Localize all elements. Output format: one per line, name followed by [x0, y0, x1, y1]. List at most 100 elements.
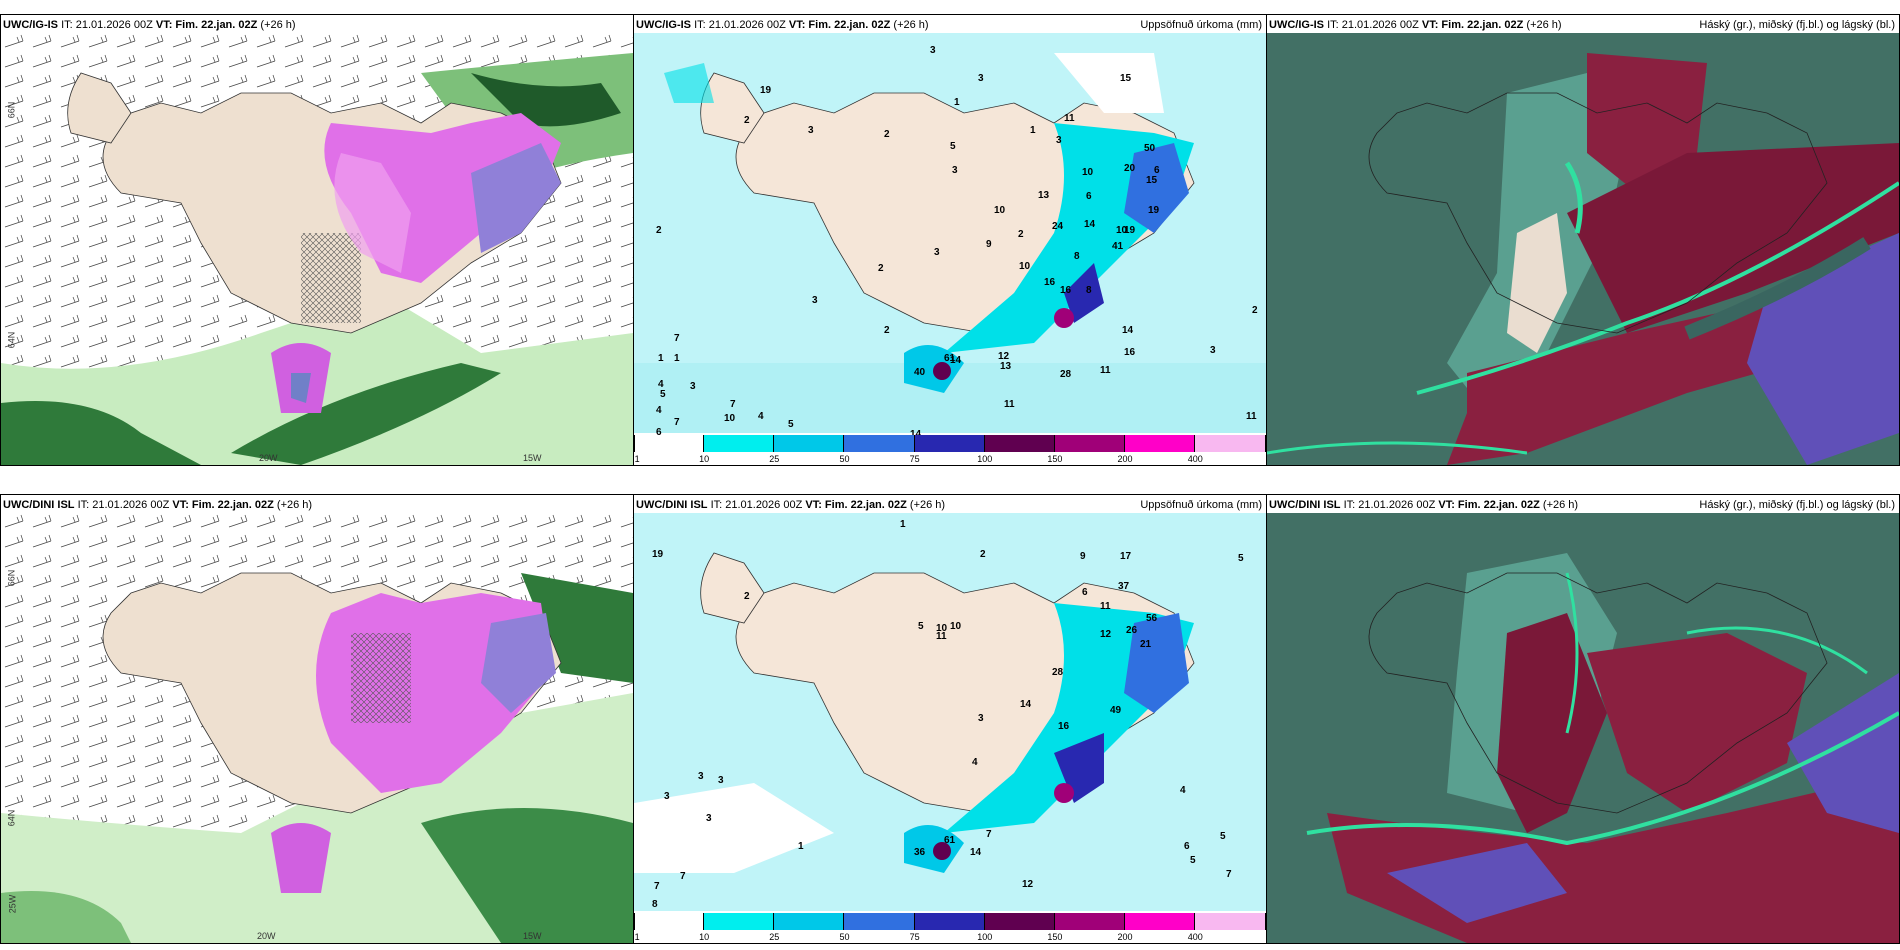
colorbar-swatch [984, 435, 1055, 452]
precip-value: 9 [986, 239, 992, 250]
colorbar-swatch [634, 435, 705, 452]
colorbar-top: 1 10 25 50 75 100 150 200 400 [634, 435, 1266, 465]
lon-label-20: 20W [259, 453, 278, 463]
colorbar-tick: 25 [769, 454, 780, 464]
precip-value: 7 [674, 417, 680, 428]
precip-value: 12 [998, 351, 1010, 362]
colorbar-tick: 50 [839, 932, 850, 942]
panel-title: UWC/DINI ISL IT: 21.01.2026 00Z VT: Fim.… [3, 499, 313, 511]
precip-value: 17 [1120, 551, 1132, 562]
precip-panel-bottom: UWC/DINI ISL IT: 21.01.2026 00Z VT: Fim.… [633, 494, 1267, 944]
colorbar-tick: 200 [1117, 454, 1133, 464]
precip-value: 16 [1044, 277, 1056, 288]
colorbar-swatch [1054, 435, 1126, 452]
precip-value: 3 [808, 125, 814, 136]
precip-value: 26 [1126, 625, 1138, 636]
precip-value: 3 [690, 381, 696, 392]
panel-title: UWC/IG-IS IT: 21.01.2026 00Z VT: Fim. 22… [636, 19, 929, 31]
colorbar-tick: 50 [839, 454, 850, 464]
wind-map-bottom [1, 513, 633, 943]
precip-value: 1 [658, 353, 664, 364]
precip-value: 61 [944, 835, 956, 846]
precip-panel-top: UWC/IG-IS IT: 21.01.2026 00Z VT: Fim. 22… [633, 14, 1267, 466]
panel-title: UWC/DINI ISL IT: 21.01.2026 00Z VT: Fim.… [636, 499, 946, 511]
precip-value: 3 [934, 247, 940, 258]
colorbar-bottom: 1 10 25 50 75 100 150 200 400 [634, 913, 1266, 943]
colorbar-swatch [844, 435, 915, 452]
precip-value: 1 [674, 353, 680, 364]
precip-value: 11 [1246, 411, 1257, 422]
wind-map-top [1, 33, 633, 465]
precip-value: 13 [1038, 190, 1050, 201]
colorbar-tick: 25 [769, 932, 780, 942]
precip-value: 1 [798, 841, 804, 852]
precip-value: 1 [900, 519, 906, 530]
lat-label-64: 64N [6, 331, 17, 349]
colorbar-tick: 75 [909, 932, 920, 942]
precip-value: 4 [972, 757, 978, 768]
precip-value: 41 [1112, 241, 1124, 252]
precip-value: 7 [1226, 869, 1232, 880]
precip-value: 16 [1058, 721, 1070, 732]
panel-title: UWC/IG-IS IT: 21.01.2026 00Z VT: Fim. 22… [3, 19, 296, 31]
precip-value: 40 [914, 367, 926, 378]
colorbar-swatch [914, 913, 985, 930]
precip-value: 3 [1056, 135, 1062, 146]
precip-value: 19 [1124, 225, 1136, 236]
colorbar-tick: 400 [1187, 932, 1203, 942]
precip-value: 10 [936, 623, 948, 634]
wind-panel-top: UWC/IG-IS IT: 21.01.2026 00Z VT: Fim. 22… [0, 14, 634, 466]
precip-value: 10 [1082, 167, 1094, 178]
colorbar-swatch [634, 913, 705, 930]
colorbar-swatch [1125, 435, 1196, 452]
colorbar-swatch [704, 913, 775, 930]
precip-value: 6 [1154, 165, 1160, 176]
precip-value: 8 [652, 899, 658, 910]
precip-value: 10 [724, 413, 736, 424]
lon-label-15: 15W [523, 931, 542, 941]
cloud-map-top [1267, 33, 1899, 465]
colorbar-swatch [1195, 435, 1266, 452]
precip-value: 19 [652, 549, 664, 560]
precip-value: 36 [914, 847, 926, 858]
precip-value: 5 [950, 141, 956, 152]
precip-value: 3 [664, 791, 670, 802]
precip-value: 14 [1122, 325, 1134, 336]
precip-value: 9 [1080, 551, 1086, 562]
colorbar-tick: 150 [1047, 932, 1063, 942]
colorbar-tick: 1 [634, 454, 640, 464]
precip-value: 2 [744, 591, 750, 602]
precip-value: 8 [1086, 285, 1092, 296]
precip-value: 14 [950, 355, 962, 366]
precip-value: 8 [1074, 251, 1080, 262]
lon-label-20: 20W [257, 931, 276, 941]
precip-value: 3 [952, 165, 958, 176]
precip-value: 16 [1124, 347, 1136, 358]
precip-value: 11 [1004, 399, 1015, 410]
precip-value: 50 [1144, 143, 1156, 154]
precip-value: 28 [1052, 667, 1064, 678]
precip-value: 10 [1019, 261, 1031, 272]
precip-value: 13 [1000, 361, 1012, 372]
precip-value: 2 [1252, 305, 1258, 316]
colorbar-swatch [1195, 913, 1266, 930]
precip-value: 3 [812, 295, 818, 306]
precip-value: 2 [1018, 229, 1024, 240]
precip-value: 14 [1084, 219, 1096, 230]
precip-value: 24 [1052, 221, 1064, 232]
precip-value: 12 [1022, 879, 1034, 890]
precip-value: 10 [1116, 225, 1128, 236]
precip-value: 3 [978, 713, 984, 724]
precip-value: 16 [1060, 285, 1072, 296]
precip-value: 61 [944, 353, 956, 364]
precip-value: 14 [1020, 699, 1032, 710]
precip-value: 11 [1064, 113, 1075, 124]
precip-value: 4 [1180, 785, 1186, 796]
precip-value: 2 [878, 263, 884, 274]
colorbar-swatch [1054, 913, 1126, 930]
colorbar-tick: 400 [1187, 454, 1203, 464]
precip-value: 1 [954, 97, 960, 108]
precip-value: 19 [760, 85, 772, 96]
colorbar-swatch [774, 913, 845, 930]
colorbar-tick: 100 [977, 454, 993, 464]
